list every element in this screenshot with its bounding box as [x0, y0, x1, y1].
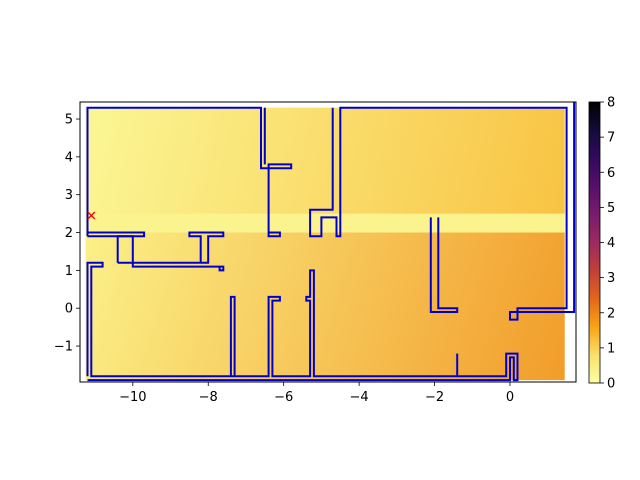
- wall-segment: [86, 261, 519, 382]
- colorbar-tick-label: 1: [607, 341, 615, 356]
- heat-band: [85, 232, 565, 381]
- x-axis: −10 −8 −6 −4 −2 0: [119, 382, 514, 405]
- x-tick-label: 0: [506, 390, 514, 405]
- y-tick-label: 1: [65, 264, 73, 279]
- x-tick-label: −10: [119, 390, 146, 405]
- marker-x: [87, 211, 96, 220]
- x-tick-label: −2: [425, 390, 444, 405]
- wall-segment: [429, 217, 459, 313]
- colorbar-tick-label: 5: [607, 201, 615, 216]
- wall-segment: [309, 102, 576, 321]
- wall-segment: [117, 231, 225, 264]
- y-tick-label: 5: [65, 113, 73, 128]
- y-tick-label: 2: [65, 226, 73, 241]
- wall-segment: [87, 231, 146, 238]
- x-tick-label: −4: [350, 390, 369, 405]
- colorbar-axis: 0 1 2 3 4 5 6 7 8: [600, 96, 615, 392]
- wall-segment: [116, 235, 225, 272]
- y-axis: −1 0 1 2 3 4 5: [54, 113, 80, 355]
- y-tick-label: −1: [54, 340, 73, 355]
- walls-layer: [86, 102, 576, 382]
- colorbar-tick-label: 6: [607, 166, 615, 181]
- colorbar-tick-label: 8: [607, 96, 615, 111]
- colorbar-tick-label: 0: [607, 377, 615, 392]
- marker-layer: [87, 211, 96, 220]
- colorbar-tick-label: 4: [607, 236, 615, 251]
- colorbar-tick-label: 3: [607, 271, 615, 286]
- colorbar: [588, 101, 601, 384]
- colorbar-tick-label: 7: [607, 131, 615, 146]
- wall-segment: [86, 106, 293, 238]
- y-tick-label: 3: [65, 188, 73, 203]
- heatmap-layer: [85, 107, 565, 381]
- marker-stroke: [87, 211, 96, 220]
- x-tick-label: −6: [274, 390, 293, 405]
- y-tick-label: 0: [65, 302, 73, 317]
- axes-frame: [79, 101, 577, 383]
- colorbar-tick-label: 2: [607, 306, 615, 321]
- y-tick-label: 4: [65, 150, 73, 165]
- x-tick-label: −8: [199, 390, 218, 405]
- heat-band: [85, 107, 565, 214]
